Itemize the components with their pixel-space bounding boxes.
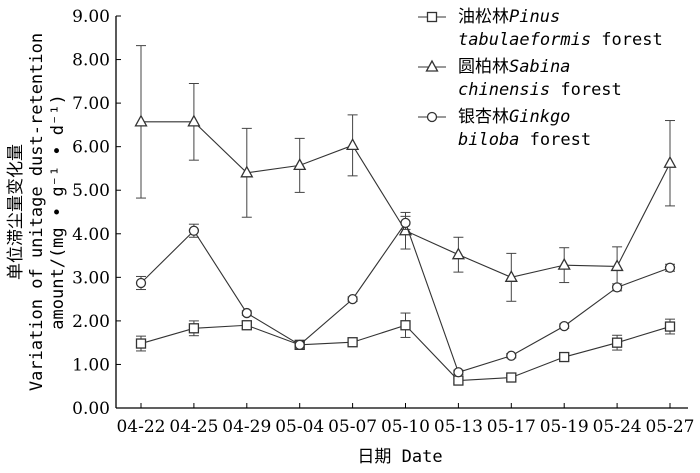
y-axis-title-line-3: amount/(mg • g⁻¹ • d⁻¹) <box>48 94 68 329</box>
triangle-marker <box>425 59 439 72</box>
x-tick-label: 05-07 <box>328 417 377 437</box>
square-marker <box>400 320 411 331</box>
circle-marker <box>400 217 411 229</box>
legend-label: biloba forest <box>458 130 591 150</box>
circle-marker <box>664 262 676 273</box>
y-tick-label: 0.00 <box>72 399 110 419</box>
legend-item: 油松林Pinus tabulaeformis forest <box>418 7 663 50</box>
triangle-marker <box>610 259 624 272</box>
x-tick-label: 04-29 <box>222 417 271 437</box>
legend-item: 圆柏林Sabina chinensis forest <box>418 57 622 100</box>
triangle-marker <box>451 247 465 260</box>
triangle-marker <box>240 165 254 178</box>
x-axis-title: 日期 Date <box>357 447 442 467</box>
circle-marker <box>294 339 305 350</box>
y-tick-label: 7.00 <box>72 94 110 114</box>
y-tick-label: 2.00 <box>72 312 110 332</box>
square-marker <box>611 337 623 348</box>
x-tick-label: 05-24 <box>593 417 642 437</box>
legend-label: tabulaeformis forest <box>458 30 663 50</box>
chart-legend: 油松林Pinus tabulaeformis forest 圆柏林Sabina chi… <box>418 7 663 150</box>
circle-marker <box>611 282 623 293</box>
y-tick-label: 4.00 <box>72 225 110 245</box>
x-tick-label: 05-04 <box>275 417 324 437</box>
square-marker <box>188 323 200 334</box>
circle-marker <box>347 293 358 305</box>
y-axis-title-line-1: 单位滞尘量变化量 <box>6 144 26 280</box>
x-tick-label: 05-17 <box>487 417 536 437</box>
triangle-marker <box>557 257 571 270</box>
x-tick-label: 04-22 <box>116 417 165 437</box>
x-tick-label: 05-19 <box>540 417 589 437</box>
y-tick-label: 8.00 <box>72 51 110 71</box>
series-layer <box>134 45 677 386</box>
legend-label: 油松林Pinus <box>458 7 560 27</box>
y-axis-title: 单位滞尘量变化量 Variation of unitage dust-reten… <box>6 33 68 391</box>
square-marker <box>506 372 517 383</box>
square-marker <box>347 337 358 348</box>
triangle-marker <box>504 269 518 282</box>
series-circle <box>135 215 676 378</box>
y-tick-label: 9.00 <box>72 7 110 27</box>
legend-item: 银杏林Ginkgo biloba forest <box>418 107 591 150</box>
legend-label: 银杏林Ginkgo <box>458 107 570 127</box>
x-tick-label: 04-25 <box>169 417 218 437</box>
square-marker <box>241 320 252 331</box>
x-tick-label: 05-10 <box>381 417 430 437</box>
x-axis-ticks: 04-22 04-25 04-29 05-04 05-07 05-10 05-13 05-17… <box>116 403 695 437</box>
square-marker <box>426 11 438 23</box>
x-tick-label: 05-27 <box>645 417 694 437</box>
legend-label: chinensis forest <box>458 80 622 100</box>
square-marker <box>559 351 570 363</box>
y-axis-title-line-2: Variation of unitage dust-retention <box>27 33 47 391</box>
triangle-marker <box>346 138 360 151</box>
y-tick-label: 5.00 <box>72 181 110 201</box>
series-square <box>135 312 676 386</box>
y-tick-label: 6.00 <box>72 138 110 158</box>
triangle-marker <box>187 114 201 127</box>
y-axis-ticks: 0.00 1.00 2.00 3.00 4.00 5.00 6.00 7.00 8.00 9.00 <box>72 7 121 419</box>
x-tick-label: 05-13 <box>434 417 483 437</box>
square-marker <box>664 321 676 332</box>
circle-marker <box>426 111 438 123</box>
triangle-marker <box>134 114 148 127</box>
y-tick-label: 1.00 <box>72 355 110 375</box>
circle-marker <box>188 225 200 236</box>
circle-marker <box>135 277 147 289</box>
y-tick-label: 3.00 <box>72 268 110 288</box>
circle-marker <box>453 367 464 378</box>
legend-label: 圆柏林Sabina <box>458 57 570 77</box>
triangle-marker <box>293 158 307 171</box>
circle-marker <box>241 307 252 319</box>
triangle-marker <box>663 155 677 168</box>
circle-marker <box>506 350 517 361</box>
circle-marker <box>559 320 570 332</box>
square-marker <box>135 338 147 349</box>
